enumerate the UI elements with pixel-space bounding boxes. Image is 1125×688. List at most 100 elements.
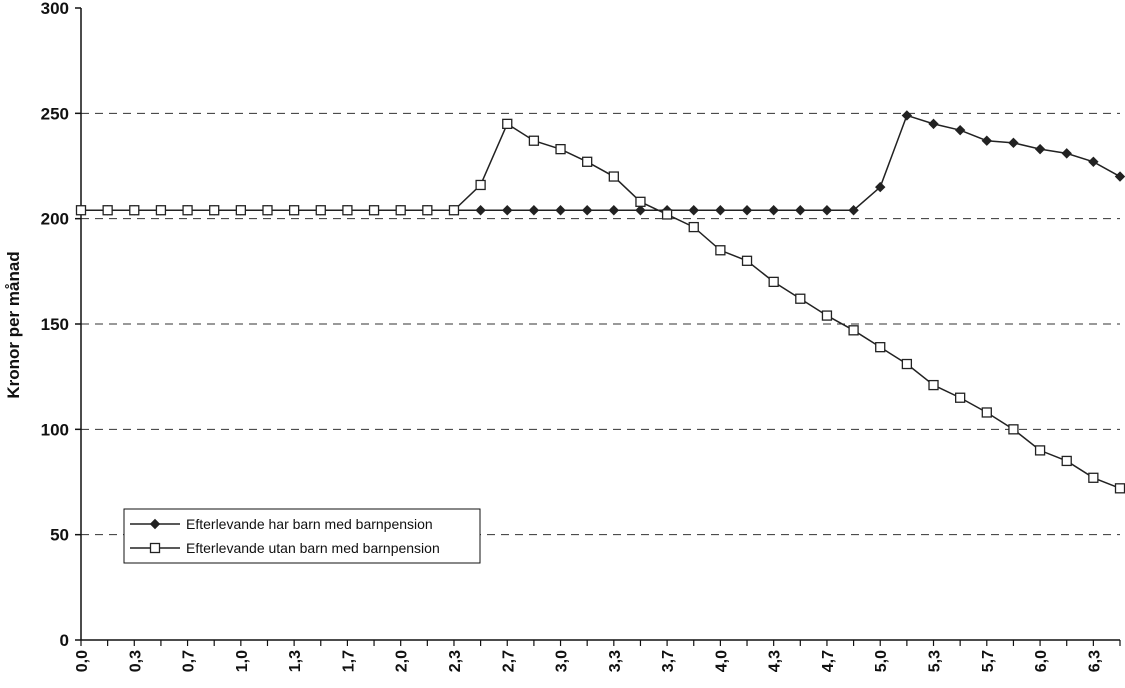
- series-1-point-3: [155, 205, 167, 216]
- x-tick-labels: 0,0 0,3 0,7 1,0 1,3 1,7 2,0 2,3 2,7 3,0 3,3 3,7 4,0 4…: [74, 650, 1103, 672]
- series-1-point-18: [555, 143, 566, 155]
- x-tick-label-6: 1,0: [234, 650, 251, 672]
- legend-label-0: Efterlevande har barn med barnpension: [186, 516, 433, 532]
- y-tick-labels: 0 50 100 150 200 250 300: [41, 0, 69, 650]
- series-0-point-28: [821, 205, 833, 216]
- y-tick-label-50: 50: [50, 526, 69, 545]
- series-0-point-33: [954, 124, 966, 136]
- series-0-point-23: [688, 205, 699, 216]
- series-1-point-12: [395, 205, 406, 216]
- series-0-point-21: [635, 205, 646, 216]
- series-0-point-24: [715, 205, 726, 216]
- y-tick-label-200: 200: [41, 210, 69, 229]
- series-1-point-29: [848, 325, 859, 336]
- series-1-point-20: [608, 171, 619, 182]
- series-0-point-26: [768, 205, 779, 216]
- x-tick-label-34: 5,7: [980, 650, 997, 672]
- series-1-point-10: [342, 205, 353, 216]
- x-tick-label-26: 4,3: [767, 650, 784, 672]
- y-axis-label: Kronor per månad: [4, 251, 23, 398]
- series-1-point-35: [1008, 424, 1019, 435]
- x-tick-label-32: 5,3: [927, 650, 944, 672]
- series-0-point-34: [981, 135, 993, 146]
- series-1-point-0: [75, 205, 87, 216]
- series-0-point-20: [608, 205, 620, 216]
- series-0-point-17: [528, 205, 540, 216]
- series-1-point-17: [528, 135, 540, 146]
- y-tick-label-300: 300: [41, 0, 69, 18]
- series-1-point-19: [582, 156, 593, 167]
- series-0-point-15: [475, 205, 486, 216]
- series-0-point-36: [1034, 143, 1046, 155]
- x-tick-label-8: 1,3: [287, 650, 304, 672]
- series-1-point-2: [129, 205, 140, 216]
- series-1-point-16: [502, 118, 513, 130]
- series: [75, 110, 1125, 494]
- series-1-point-11: [368, 205, 380, 216]
- x-tick-label-20: 3,3: [607, 650, 624, 672]
- series-1-point-1: [102, 205, 113, 216]
- series-1-point-28: [821, 310, 833, 321]
- series-1-point-22: [661, 209, 673, 220]
- series-0-point-39: [1114, 171, 1125, 182]
- series-1-point-24: [715, 245, 726, 256]
- series-1-point-21: [635, 196, 646, 207]
- x-tick-label-18: 3,0: [554, 650, 571, 672]
- x-tick-label-16: 2,7: [500, 650, 517, 672]
- series-0-point-25: [741, 205, 753, 216]
- series-1-point-7: [262, 205, 273, 216]
- series-1-point-5: [209, 205, 220, 216]
- series-0-point-30: [875, 181, 886, 193]
- legend-box: [123, 508, 481, 564]
- series-1-point-14: [448, 205, 460, 216]
- y-tick-label-150: 150: [41, 315, 69, 334]
- x-tick-label-36: 6,0: [1033, 650, 1050, 672]
- series-0-point-35: [1008, 137, 1019, 149]
- legend-marker-1: [149, 542, 161, 554]
- x-tick-label-22: 3,7: [660, 650, 677, 672]
- series-0-point-27: [795, 205, 806, 216]
- x-tick-label-10: 1,7: [340, 650, 357, 672]
- x-tick-label-24: 4,0: [713, 650, 730, 672]
- series-1-point-39: [1114, 483, 1125, 494]
- series-1-point-37: [1061, 455, 1072, 467]
- x-tick-label-30: 5,0: [873, 650, 890, 672]
- series-0-point-38: [1088, 156, 1099, 167]
- series-1-point-4: [182, 205, 193, 216]
- x-tick-label-38: 6,3: [1086, 650, 1103, 672]
- x-tick-label-12: 2,0: [394, 650, 411, 672]
- series-0-point-16: [502, 205, 513, 216]
- series-1-point-32: [928, 379, 939, 391]
- gridlines: [81, 112, 1120, 536]
- series-1-point-9: [315, 205, 326, 216]
- x-tick-label-14: 2,3: [447, 650, 464, 672]
- legend-label-1: Efterlevande utan barn med barnpension: [186, 540, 440, 556]
- legend: Efterlevande har barn med barnpension Eft…: [123, 508, 481, 564]
- series-0-point-29: [848, 205, 859, 216]
- axes: [75, 7, 1121, 646]
- series-1-point-27: [795, 293, 806, 304]
- series-1-point-8: [288, 205, 300, 216]
- y-tick-label-250: 250: [41, 104, 69, 123]
- series-1-point-30: [875, 342, 886, 353]
- x-tick-label-2: 0,3: [127, 650, 144, 672]
- series-0-point-18: [555, 205, 566, 216]
- series-1-point-33: [955, 392, 966, 403]
- series-0-point-32: [928, 118, 939, 130]
- series-1-point-15: [475, 179, 486, 191]
- series-1-point-26: [768, 276, 779, 288]
- y-tick-label-0: 0: [60, 631, 69, 650]
- series-0-point-37: [1061, 148, 1072, 159]
- x-tick-label-4: 0,7: [181, 650, 198, 672]
- series-0-point-19: [581, 205, 593, 216]
- series-1-point-31: [901, 358, 913, 370]
- x-tick-label-0: 0,0: [74, 650, 91, 672]
- series-1-point-13: [422, 205, 433, 216]
- x-tick-label-28: 4,7: [820, 650, 837, 672]
- series-1-point-38: [1088, 472, 1099, 483]
- series-1-point-25: [741, 255, 753, 266]
- series-0-point-31: [901, 110, 913, 121]
- legend-marker-0: [149, 518, 161, 530]
- series-1-point-6: [235, 205, 246, 216]
